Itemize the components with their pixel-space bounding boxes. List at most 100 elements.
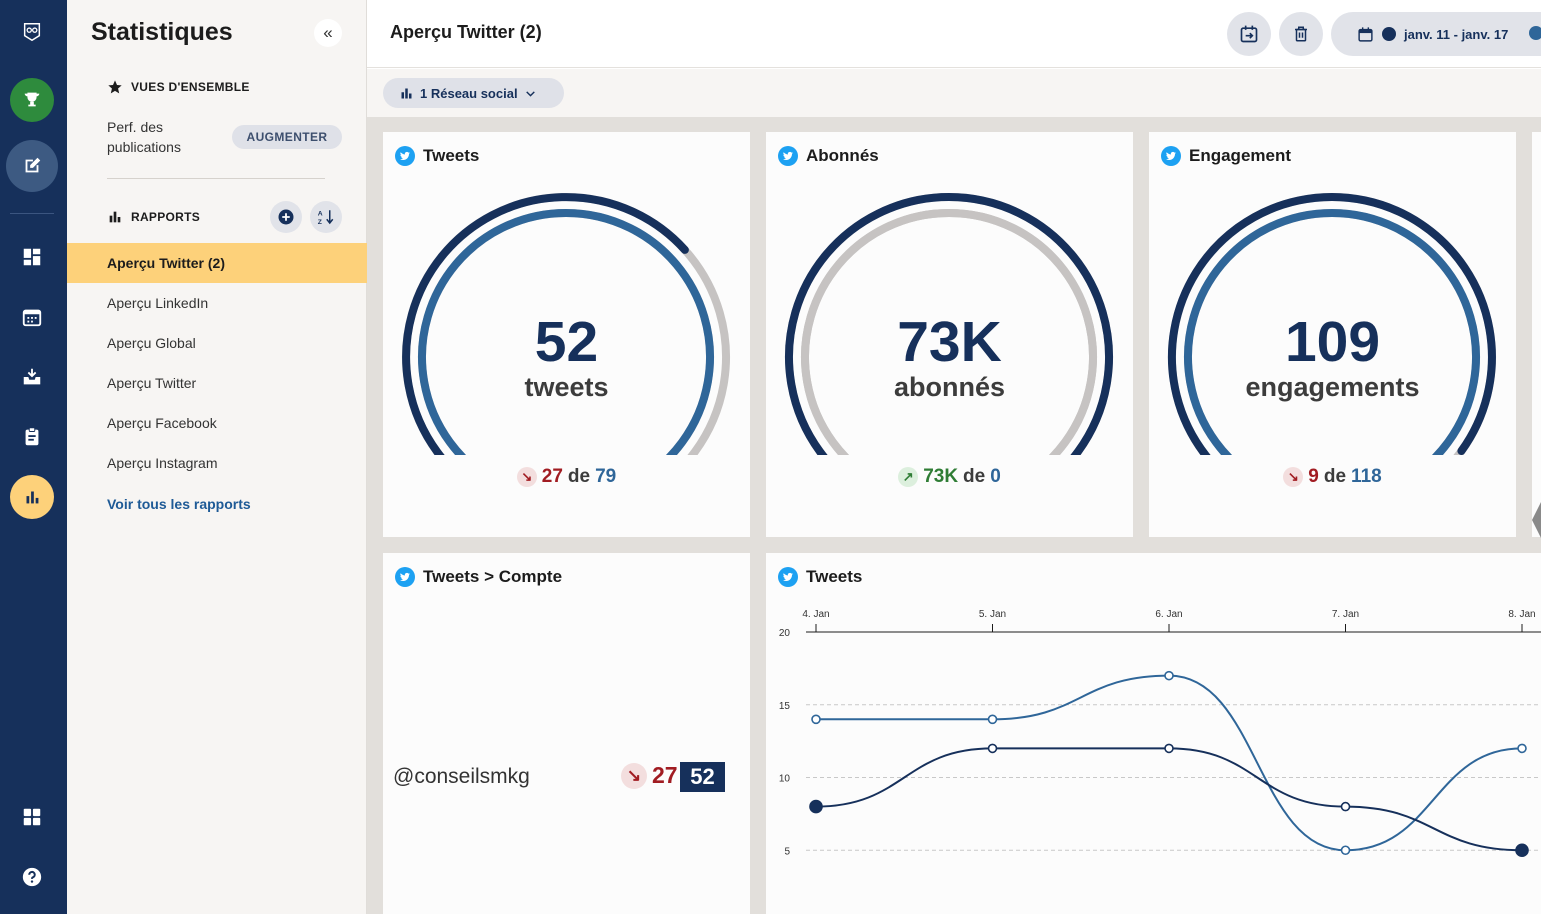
report-item-twitter-2[interactable]: Aperçu Twitter (2): [67, 243, 367, 283]
dashboard-icon[interactable]: [10, 235, 54, 279]
tweets-gauge: [402, 193, 730, 455]
tweets-line-chart: 4. Jan 5. Jan 6. Jan 7. Jan 8. Jan 5 10 15 20: [779, 609, 1541, 858]
data-point[interactable]: [1340, 845, 1351, 856]
tweets-by-account-card: Tweets > Compte: [383, 553, 750, 914]
report-item-twitter[interactable]: Aperçu Twitter: [107, 375, 197, 391]
social-network-filter[interactable]: 1 Réseau social: [383, 78, 564, 108]
x-tick-label: 8. Jan: [1508, 609, 1535, 620]
bar-chart-icon: [109, 211, 121, 223]
calendar-icon[interactable]: [10, 295, 54, 339]
engagement-gauge-card: Engagement 109 engagements ↘ 9 de 118: [1149, 132, 1516, 537]
comparison-row: ↘ 9 de 118: [1149, 466, 1516, 488]
plus-circle-icon: [278, 209, 294, 225]
gauge-value: 52: [534, 310, 599, 374]
twitter-icon: [1161, 146, 1181, 166]
account-row: @conseilsmkg ↘ 27 52: [393, 762, 727, 792]
x-tick-label: 7. Jan: [1332, 609, 1359, 620]
y-tick-label: 10: [779, 774, 791, 785]
current-period-ring-fill: [785, 193, 1113, 455]
data-point[interactable]: [987, 714, 998, 725]
card-title-text: Abonnés: [806, 146, 879, 165]
filter-bar: 1 Réseau social: [367, 69, 1541, 117]
calendar-icon: [1358, 26, 1373, 42]
trend-up-icon: ↗: [898, 467, 919, 487]
comparison-period-dot: [1529, 26, 1541, 40]
page-title: Aperçu Twitter (2): [390, 22, 542, 42]
upgrade-badge[interactable]: AUGMENTER: [232, 125, 342, 149]
delete-report-button[interactable]: [1279, 12, 1323, 56]
card-title: Tweets > Compte: [395, 567, 562, 587]
scroll-right-arrow-icon[interactable]: [1532, 500, 1541, 540]
star-icon: [108, 80, 122, 94]
schedule-report-button[interactable]: [1227, 12, 1271, 56]
y-tick-label: 5: [784, 846, 790, 857]
current-period-ring-fill: [1167, 193, 1496, 455]
report-item-instagram[interactable]: Aperçu Instagram: [107, 455, 218, 471]
tweets-line-chart-card: Tweets 4. Jan 5. Jan 6. Jan 7. Jan 8. Jan 5 10…: [766, 553, 1541, 914]
chevron-down-icon: [525, 90, 535, 97]
report-item-facebook[interactable]: Aperçu Facebook: [107, 415, 217, 431]
y-tick-label: 15: [779, 701, 791, 712]
twitter-icon: [778, 567, 798, 587]
inbox-icon[interactable]: [10, 355, 54, 399]
data-point[interactable]: [1164, 670, 1174, 681]
account-tweet-count: 52: [680, 762, 725, 792]
report-header: Aperçu Twitter (2) janv. 11 - janv. 17: [367, 0, 1541, 68]
apps-icon[interactable]: [10, 795, 54, 839]
current-period-dot: [1382, 27, 1396, 41]
previous-period-ring-fill: [418, 208, 714, 455]
trend-down-icon: ↘: [621, 762, 647, 789]
owl-logo-icon[interactable]: [10, 10, 54, 54]
trophy-icon[interactable]: [10, 78, 54, 122]
data-point[interactable]: [1517, 743, 1527, 754]
delta-value: 27: [541, 466, 563, 487]
data-point[interactable]: [1340, 801, 1351, 812]
twitter-icon: [395, 567, 415, 587]
twitter-icon: [395, 146, 415, 166]
clipboard-icon[interactable]: [10, 415, 54, 459]
account-handle: @conseilsmkg: [393, 765, 530, 788]
compose-icon[interactable]: [6, 140, 58, 192]
gauge-unit: engagements: [1245, 372, 1420, 402]
data-point[interactable]: [1515, 843, 1529, 858]
report-content: Tweets 52 tweets ↘ 27 de 79 Abonnés 73K …: [367, 117, 1541, 914]
data-point[interactable]: [811, 714, 821, 725]
help-icon[interactable]: [10, 855, 54, 899]
card-title-text: Engagement: [1189, 146, 1292, 165]
next-card-partial: [1532, 132, 1541, 540]
delta-value: 9: [1308, 466, 1319, 487]
data-point[interactable]: [987, 743, 998, 754]
add-report-button[interactable]: [270, 201, 302, 233]
series-line: [815, 747, 1523, 852]
analytics-icon[interactable]: [10, 475, 54, 519]
reports-section-header: RAPPORTS: [107, 209, 200, 225]
tweets-gauge-card: Tweets 52 tweets ↘ 27 de 79: [383, 132, 750, 537]
of-word: de: [963, 466, 986, 487]
post-performance-link[interactable]: Perf. des publications: [107, 119, 181, 155]
overview-section-header: VUES D'ENSEMBLE: [107, 79, 250, 95]
delta-value: 73K: [923, 466, 959, 487]
previous-value: 118: [1351, 466, 1382, 487]
analytics-sidebar: Statistiques « VUES D'ENSEMBLE Perf. des…: [67, 0, 367, 914]
collapse-sidebar-button[interactable]: «: [314, 19, 342, 47]
card-title-text: Tweets: [423, 146, 480, 165]
report-item-linkedin[interactable]: Aperçu LinkedIn: [107, 295, 209, 311]
report-item-global[interactable]: Aperçu Global: [107, 335, 196, 351]
followers-gauge: [785, 193, 1113, 455]
data-point[interactable]: [1164, 743, 1174, 754]
previous-value: 0: [990, 466, 1001, 487]
twitter-icon: [778, 146, 798, 166]
date-range-picker[interactable]: janv. 11 - janv. 17: [1331, 12, 1541, 56]
previous-period-ring-fill: [801, 208, 1097, 455]
y-tick-label: 20: [779, 628, 791, 639]
see-all-reports-link[interactable]: Voir tous les rapports: [107, 496, 251, 512]
previous-period-ring-fill: [1184, 208, 1480, 455]
account-delta-value: 27: [652, 762, 678, 788]
series-line: [816, 674, 1523, 852]
card-title-text: Tweets > Compte: [423, 567, 563, 586]
data-point[interactable]: [809, 799, 823, 814]
of-word: de: [567, 466, 591, 487]
calendar-arrow-icon: [1240, 25, 1258, 43]
reports-label: RAPPORTS: [131, 210, 201, 224]
